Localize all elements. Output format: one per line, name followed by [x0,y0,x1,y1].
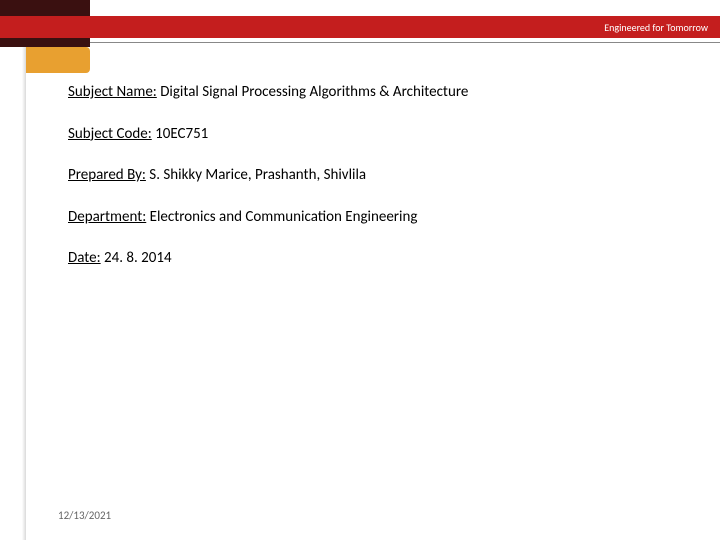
department-value: Electronics and Communication Engineerin… [146,208,417,226]
header-accent-block [26,47,90,73]
department-line: Department: Electronics and Communicatio… [68,208,680,228]
prepared-by-label: Prepared By: [68,166,146,184]
header-divider [90,42,720,43]
header-tagline: Engineered for Tomorrow [604,21,708,34]
date-value: 24. 8. 2014 [101,249,172,267]
content-area: Subject Name: Digital Signal Processing … [68,83,680,291]
subject-name-value: Digital Signal Processing Algorithms & A… [157,83,469,101]
department-label: Department: [68,208,146,226]
subject-code-label: Subject Code: [68,125,152,143]
footer-date: 12/13/2021 [58,509,111,522]
subject-code-value: 10EC751 [152,125,209,143]
date-line: Date: 24. 8. 2014 [68,249,680,269]
side-shadow [22,47,26,540]
date-label: Date: [68,249,101,267]
subject-name-label: Subject Name: [68,83,157,101]
subject-name-line: Subject Name: Digital Signal Processing … [68,83,680,103]
header-bar: Engineered for Tomorrow [0,16,720,38]
prepared-by-value: S. Shikky Marice, Prashanth, Shivlila [146,166,366,184]
subject-code-line: Subject Code: 10EC751 [68,125,680,145]
prepared-by-line: Prepared By: S. Shikky Marice, Prashanth… [68,166,680,186]
